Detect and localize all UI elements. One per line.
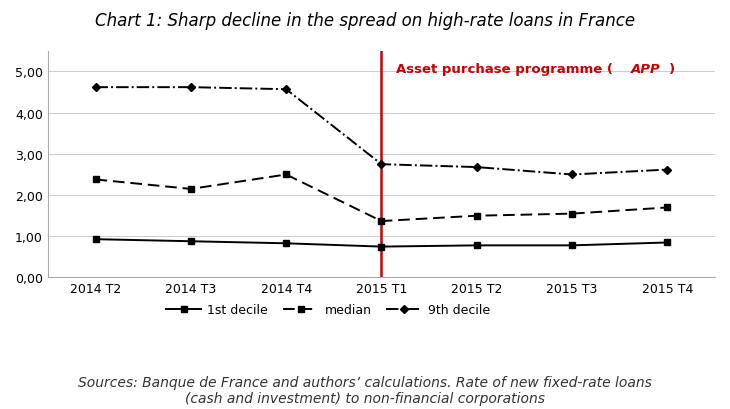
Text: ): ) — [669, 63, 675, 76]
Text: Chart 1: Sharp decline in the spread on high-rate loans in France: Chart 1: Sharp decline in the spread on … — [95, 12, 635, 30]
Text: Sources: Banque de France and authors’ calculations. Rate of new fixed-rate loan: Sources: Banque de France and authors’ c… — [78, 375, 652, 405]
Text: Asset purchase programme (: Asset purchase programme ( — [396, 63, 612, 76]
Legend: 1st decile, median, 9th decile: 1st decile, median, 9th decile — [161, 299, 495, 321]
Text: APP: APP — [631, 63, 661, 76]
